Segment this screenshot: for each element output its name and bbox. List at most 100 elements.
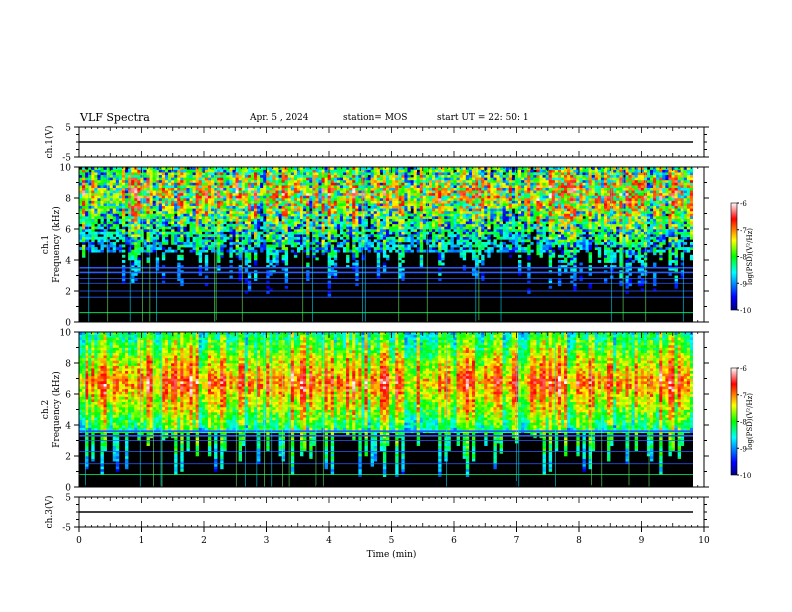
ch1-spectrogram-cell: [155, 260, 160, 263]
ch1-spectrogram-cell: [125, 200, 129, 204]
ch1-spectrogram-cell: [161, 272, 166, 276]
ch1-spectrogram-cell: [349, 200, 353, 204]
ch1-spectrogram-cell: [370, 190, 375, 194]
ch1-spectrogram-cell: [315, 234, 319, 238]
ch1-spectrogram-cell: [346, 172, 350, 176]
ch1-spectrogram-cell: [109, 249, 114, 253]
ch1-spectrogram-cell: [327, 239, 332, 243]
ch1-spectrogram-cell: [330, 190, 335, 194]
ch1-spectrogram-cell: [484, 236, 488, 240]
ch1-spectrogram-cell: [253, 169, 258, 173]
ch1-spectrogram-cell: [441, 236, 445, 240]
ch1-spectrogram-cell: [315, 239, 319, 243]
ch1-spectrogram-cell: [435, 195, 439, 199]
ch1-spectrogram-cell: [201, 203, 206, 207]
ch1-spectrogram-cell: [358, 213, 362, 217]
ch1-spectrogram-cell: [100, 169, 104, 173]
ch1-spectrogram-cell: [349, 169, 353, 173]
ch1-spectrogram-cell: [275, 221, 279, 225]
ch1-spectrogram-cell: [287, 208, 292, 212]
ch1-spectrogram-cell: [438, 241, 442, 245]
ch1-spectrogram-cell: [201, 221, 206, 225]
ch1-spectrogram-cell: [287, 185, 292, 188]
ch1-spectrogram-cell: [177, 234, 181, 238]
ch1-spectrogram-cell: [121, 234, 126, 238]
ch1-spectrogram-cell: [223, 226, 227, 230]
ch1-spectrogram-cell: [447, 216, 451, 219]
ch1-spectrogram-cell: [128, 254, 132, 258]
ch1-spectrogram-cell: [462, 257, 467, 261]
ch1-spectrogram-cell: [250, 239, 255, 243]
ch1-spectrogram-cell: [496, 185, 500, 188]
ch1-spectrogram-cell: [118, 200, 123, 204]
ch1-spectrogram-cell: [346, 229, 350, 232]
ch1-spectrogram-cell: [324, 213, 328, 217]
ch1-spectrogram-cell: [238, 200, 243, 204]
ch1-spectrogram-cell: [502, 182, 507, 186]
ch1-spectrogram-cell: [518, 262, 522, 266]
ch1-spectrogram-cell: [97, 192, 101, 196]
ch1-spectrogram-cell: [487, 169, 491, 173]
ch1-spectrogram-cell: [352, 223, 356, 227]
ch1-spectrogram-cell: [146, 208, 150, 212]
ch1-spectrogram-cell: [82, 234, 86, 238]
ch1-spectrogram-cell: [438, 203, 442, 207]
ch1-spectrogram-cell: [478, 244, 482, 248]
ch1-spectrogram-cell: [425, 192, 430, 196]
ch1-spectrogram-cell: [327, 262, 332, 266]
ch1-spectrogram-cell: [100, 179, 104, 183]
ch1-spectrogram-cell: [465, 234, 470, 238]
ch1-spectrogram-cell: [450, 198, 454, 201]
ch1-spectrogram-cell: [164, 185, 169, 188]
ch1-spectrogram-cell: [220, 221, 224, 225]
ch1-spectrogram-cell: [94, 226, 98, 230]
ch1-spectrogram-cell: [204, 172, 209, 176]
ch1-spectrogram-cell: [306, 198, 310, 201]
ch1-spectrogram-cell: [134, 167, 138, 170]
ch1-spectrogram-cell: [293, 172, 298, 176]
ch1-spectrogram-cell: [238, 278, 243, 281]
ch1-spectrogram-cell: [518, 190, 522, 194]
ch1-spectrogram-cell: [161, 231, 166, 235]
ch1-spectrogram-cell: [158, 247, 163, 250]
ch1-spectrogram-cell: [462, 185, 467, 188]
ch1-spectrogram-cell: [244, 226, 249, 230]
ch1-spectrogram-cell: [152, 244, 157, 248]
ch1-spectrogram-cell: [386, 205, 390, 209]
ch1-spectrogram-cell: [318, 226, 322, 230]
ch1-spectrogram-cell: [339, 213, 344, 217]
ch1-spectrogram-cell: [85, 185, 89, 188]
ch1-spectrogram-cell: [171, 177, 175, 181]
ch1-spectrogram-cell: [327, 241, 332, 245]
ch1-spectrogram-cell: [250, 192, 255, 196]
ch1-spectrogram-cell: [327, 254, 332, 258]
ch1-spectrogram-cell: [223, 177, 227, 181]
ch1-spectrogram-cell: [241, 187, 246, 191]
ch1-spectrogram-cell: [275, 257, 279, 261]
ch1-spectrogram-cell: [161, 167, 166, 170]
ch1-spectrogram-cell: [346, 177, 350, 181]
ch1-spectrogram-cell: [398, 192, 402, 196]
ch1-spectrogram-cell: [511, 187, 516, 191]
ch1-spectrogram-cell: [413, 200, 417, 204]
ch1-spectrogram-cell: [475, 177, 479, 181]
ch1-spectrogram-cell: [315, 236, 319, 240]
ch1-spectrogram-cell: [293, 185, 298, 188]
ch1-spectrogram-cell: [398, 182, 402, 186]
ch1-spectrogram-cell: [306, 275, 310, 279]
ch1-spectrogram-cell: [131, 195, 135, 199]
ch1-spectrogram-cell: [164, 182, 169, 186]
ch1-spectrogram-cell: [118, 172, 123, 176]
ch1-spectrogram-cell: [422, 177, 427, 181]
ch1-spectrogram-cell: [266, 172, 270, 176]
ch1-spectrogram-cell: [327, 172, 332, 176]
ch1-spectrogram-cell: [272, 167, 276, 170]
ch1-spectrogram-cell: [508, 216, 513, 219]
ch1-spectrogram-cell: [266, 272, 270, 276]
ch1-spectrogram-cell: [465, 218, 470, 222]
ch1-spectrogram-cell: [152, 223, 157, 227]
ch1-spectrogram-cell: [253, 182, 258, 186]
ch1-spectrogram-cell: [244, 213, 249, 217]
ch1-spectrogram-cell: [235, 223, 239, 227]
ch1-spectrogram-cell: [94, 218, 98, 222]
